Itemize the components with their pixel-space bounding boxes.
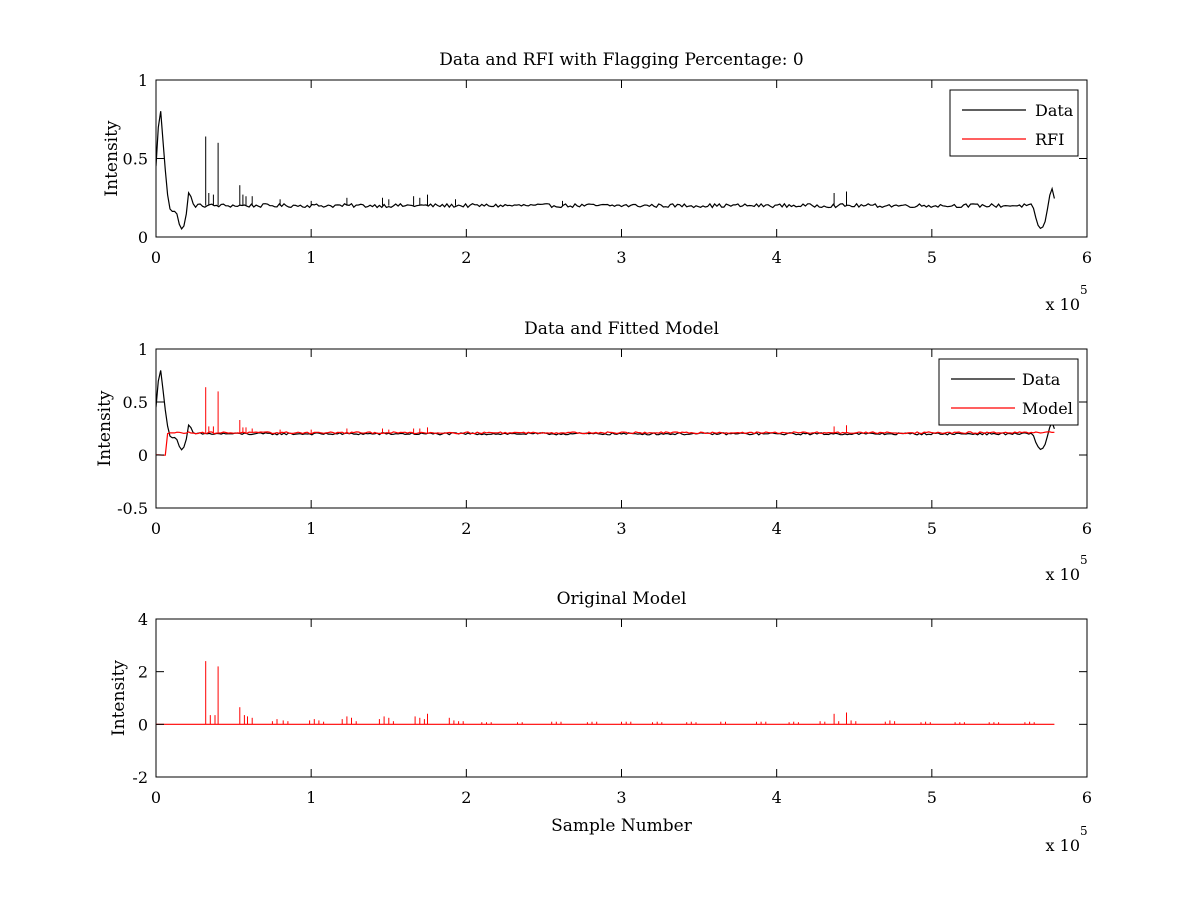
- y-tick-label: 1: [138, 71, 148, 90]
- axes-box: [155, 618, 1088, 778]
- y-tick-label: -0.5: [117, 499, 148, 518]
- x-tick-label: 0: [151, 788, 161, 807]
- x-tick-label: 6: [1082, 788, 1092, 807]
- x-tick-label: 1: [306, 519, 316, 538]
- chart-title: Original Model: [557, 589, 687, 609]
- legend: Data RFI: [949, 89, 1079, 157]
- series-line-model: [156, 431, 1055, 456]
- axes-box: [155, 79, 1088, 238]
- x-tick-label: 0: [151, 248, 161, 267]
- x-tick-label: 4: [772, 248, 782, 267]
- chart-title: Data and Fitted Model: [524, 319, 719, 339]
- legend-label: Data: [1035, 101, 1074, 120]
- axes-box: [155, 348, 1088, 509]
- x-exponent-power: 5: [1080, 824, 1088, 838]
- y-tick-label: -2: [132, 768, 148, 787]
- legend-label: RFI: [1035, 130, 1064, 149]
- x-tick-label: 6: [1082, 248, 1092, 267]
- x-tick-label: 4: [772, 788, 782, 807]
- y-tick-label: 2: [138, 663, 148, 682]
- y-tick-label: 0.5: [123, 150, 148, 169]
- x-tick-label: 1: [306, 788, 316, 807]
- y-tick-label: 0: [138, 228, 148, 247]
- y-tick-label: 0: [138, 446, 148, 465]
- legend-label: Model: [1022, 399, 1073, 418]
- x-tick-label: 5: [927, 519, 937, 538]
- x-tick-label: 1: [306, 248, 316, 267]
- series-line-data: [156, 111, 1055, 231]
- plot-area: [156, 111, 1055, 231]
- legend-box: [949, 89, 1079, 157]
- x-tick-label: 4: [772, 519, 782, 538]
- x-tick-label: 0: [151, 519, 161, 538]
- x-tick-label: 2: [461, 788, 471, 807]
- x-tick-label: 2: [461, 248, 471, 267]
- legend-box: [938, 358, 1079, 426]
- x-axis-label: Sample Number: [551, 816, 693, 836]
- y-axis-label: Intensity: [109, 660, 129, 736]
- plot-area: [156, 661, 1055, 725]
- y-axis-label: Intensity: [102, 120, 122, 196]
- legend-label: Data: [1022, 370, 1061, 389]
- y-tick-label: 1: [138, 340, 148, 359]
- x-exponent-power: 5: [1080, 553, 1088, 567]
- x-tick-label: 6: [1082, 519, 1092, 538]
- panel-1: 0 1 2 3 4 5 6 0 0.5 1 Data and RFI with Flagging P…: [102, 50, 1092, 314]
- legend: Data Model: [938, 358, 1079, 426]
- y-axis-label: Intensity: [95, 390, 115, 466]
- y-tick-label: 0.5: [123, 393, 148, 412]
- x-tick-label: 5: [927, 248, 937, 267]
- x-exponent-label: x 10: [1046, 295, 1080, 314]
- x-exponent-power: 5: [1080, 283, 1088, 297]
- y-tick-label: 4: [138, 610, 148, 629]
- x-tick-label: 3: [616, 788, 626, 807]
- x-tick-label: 3: [616, 248, 626, 267]
- y-tick-label: 0: [138, 715, 148, 734]
- x-exponent-label: x 10: [1046, 565, 1080, 584]
- chart-title: Data and RFI with Flagging Percentage: 0: [439, 50, 803, 70]
- x-tick-label: 5: [927, 788, 937, 807]
- plot-area: [156, 370, 1055, 456]
- x-tick-label: 2: [461, 519, 471, 538]
- x-tick-label: 3: [616, 519, 626, 538]
- x-exponent-label: x 10: [1046, 836, 1080, 855]
